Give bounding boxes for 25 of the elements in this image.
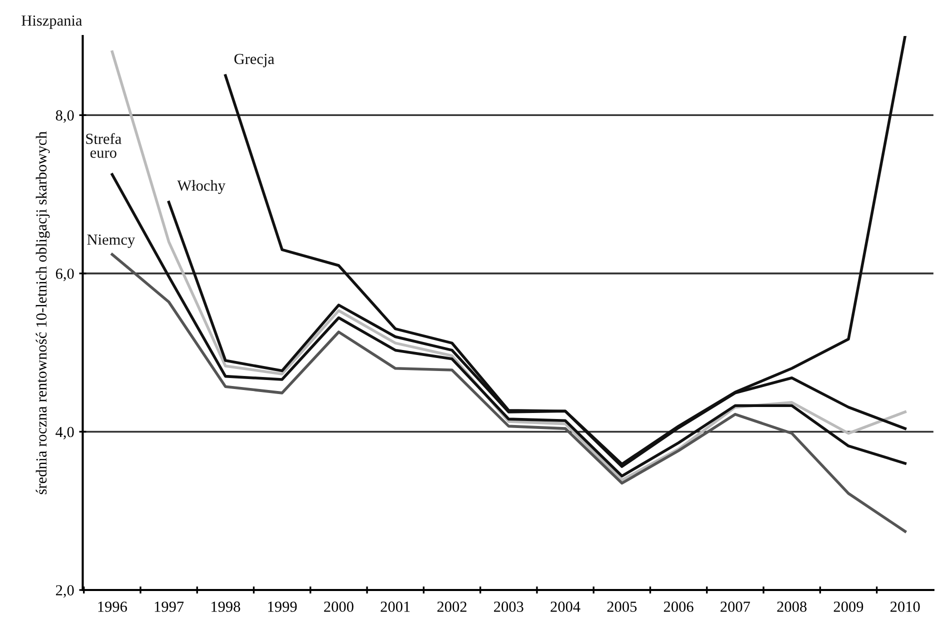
x-tick-label: 2007 (720, 602, 750, 612)
x-tick-label: 1997 (154, 602, 184, 612)
x-tick-label: 1998 (212, 602, 240, 612)
series-label: Grecja (234, 54, 274, 68)
x-tick-label: 2008 (777, 602, 807, 612)
x-tick-label: 1999 (268, 602, 297, 612)
y-tick-label: 6,0 (56, 268, 74, 282)
x-tick-label: 1996 (98, 602, 127, 612)
series-label: Włochy (177, 180, 226, 194)
x-tick-label: 2005 (607, 602, 637, 612)
y-tick-label: 8,0 (56, 110, 74, 123)
x-tick-label: 2001 (380, 602, 410, 612)
x-tick-label: 2006 (664, 602, 694, 612)
text: Hiszpania (22, 15, 82, 29)
y-axis-title: średnia roczna rentowność 10-letnich obligacji skarbowych (36, 131, 50, 494)
series-label: Strefa euro (86, 133, 122, 158)
series-label: Niemcy (87, 234, 136, 248)
y-tick-label: 2,0 (56, 585, 74, 598)
x-tick-label: 2000 (324, 602, 354, 612)
x-tick-label: 2003 (494, 602, 524, 612)
x-tick-label: 2002 (437, 602, 466, 612)
x-tick-label: 2010 (890, 602, 920, 612)
x-tick-label: 2009 (834, 602, 864, 612)
y-tick-label: 4,0 (56, 426, 74, 440)
x-tick-label: 2004 (550, 602, 580, 612)
